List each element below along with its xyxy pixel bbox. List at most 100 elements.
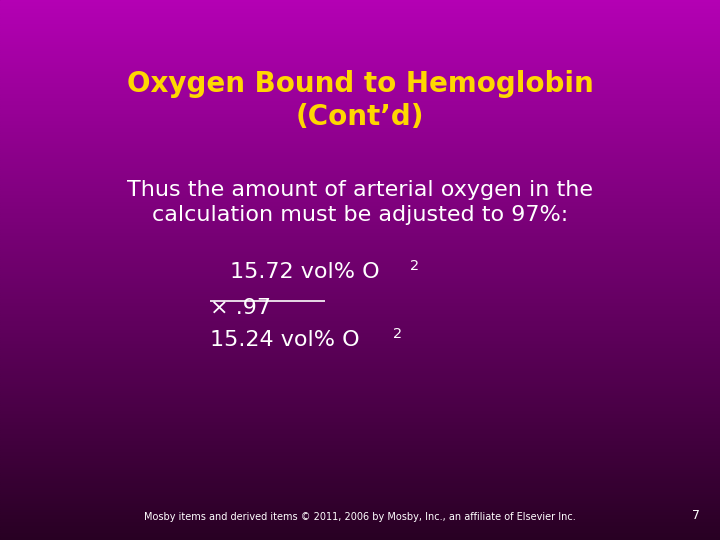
Bar	[0, 160, 720, 162]
Bar	[0, 125, 720, 128]
Bar	[0, 129, 720, 131]
Bar	[0, 46, 720, 49]
Bar	[0, 286, 720, 288]
Bar	[0, 500, 720, 502]
Bar	[0, 476, 720, 479]
Bar	[0, 217, 720, 220]
Bar	[0, 424, 720, 427]
Bar	[0, 134, 720, 137]
Bar	[0, 327, 720, 329]
Bar	[0, 295, 720, 297]
Bar	[0, 314, 720, 317]
Bar	[0, 168, 720, 171]
Bar	[0, 75, 720, 77]
Bar	[0, 482, 720, 484]
Bar	[0, 57, 720, 59]
Bar	[0, 93, 720, 96]
Bar	[0, 195, 720, 198]
Text: × .97: × .97	[210, 298, 271, 318]
Text: 15.72 vol% O: 15.72 vol% O	[230, 262, 379, 282]
Bar	[0, 525, 720, 528]
Bar	[0, 475, 720, 477]
Bar	[0, 495, 720, 497]
Bar	[0, 414, 720, 416]
Bar	[0, 527, 720, 529]
Bar	[0, 260, 720, 263]
Bar	[0, 293, 720, 295]
Bar	[0, 80, 720, 83]
Bar	[0, 145, 720, 147]
Bar	[0, 370, 720, 373]
Bar	[0, 361, 720, 363]
Bar	[0, 309, 720, 312]
Bar	[0, 338, 720, 340]
Bar	[0, 17, 720, 20]
Bar	[0, 241, 720, 243]
Bar	[0, 208, 720, 211]
Bar	[0, 9, 720, 11]
Text: 15.24 vol% O: 15.24 vol% O	[210, 330, 359, 350]
Bar	[0, 206, 720, 209]
Bar	[0, 187, 720, 189]
Bar	[0, 347, 720, 349]
Bar	[0, 422, 720, 425]
Bar	[0, 441, 720, 443]
Bar	[0, 23, 720, 25]
Bar	[0, 91, 720, 93]
Bar	[0, 291, 720, 293]
Bar	[0, 435, 720, 437]
Bar	[0, 395, 720, 398]
Bar	[0, 41, 720, 43]
Bar	[0, 518, 720, 520]
Bar	[0, 453, 720, 455]
Bar	[0, 410, 720, 412]
Bar	[0, 190, 720, 193]
Bar	[0, 176, 720, 178]
Bar	[0, 532, 720, 535]
Bar	[0, 5, 720, 7]
Bar	[0, 313, 720, 315]
Bar	[0, 172, 720, 174]
Bar	[0, 372, 720, 374]
Bar	[0, 95, 720, 97]
Bar	[0, 280, 720, 282]
Bar	[0, 345, 720, 347]
Bar	[0, 253, 720, 255]
Bar	[0, 82, 720, 85]
Text: Oxygen Bound to Hemoglobin
(Cont’d): Oxygen Bound to Hemoglobin (Cont’d)	[127, 70, 593, 132]
Bar	[0, 87, 720, 90]
Bar	[0, 333, 720, 335]
Bar	[0, 25, 720, 27]
Bar	[0, 33, 720, 36]
Bar	[0, 307, 720, 309]
Bar	[0, 32, 720, 34]
Bar	[0, 303, 720, 306]
Bar	[0, 397, 720, 400]
Bar	[0, 109, 720, 112]
Bar	[0, 392, 720, 394]
Bar	[0, 52, 720, 54]
Bar	[0, 97, 720, 99]
Bar	[0, 248, 720, 250]
Bar	[0, 198, 720, 200]
Bar	[0, 334, 720, 336]
Bar	[0, 98, 720, 101]
Bar	[0, 10, 720, 12]
Bar	[0, 221, 720, 223]
Bar	[0, 460, 720, 463]
Bar	[0, 262, 720, 265]
Bar	[0, 71, 720, 74]
Bar	[0, 133, 720, 135]
Bar	[0, 230, 720, 232]
Bar	[0, 226, 720, 228]
Bar	[0, 163, 720, 166]
Bar	[0, 451, 720, 454]
Bar	[0, 26, 720, 29]
Bar	[0, 37, 720, 39]
Bar	[0, 428, 720, 430]
Text: 2: 2	[393, 327, 402, 341]
Bar	[0, 512, 720, 515]
Bar	[0, 473, 720, 475]
Bar	[0, 462, 720, 464]
Bar	[0, 502, 720, 504]
